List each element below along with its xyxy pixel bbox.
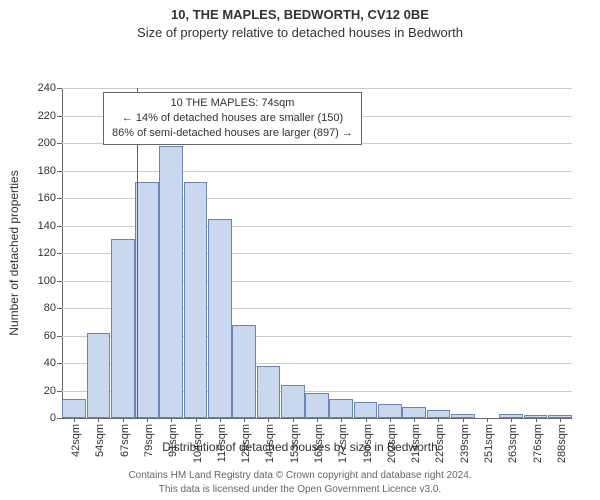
footer-line1: Contains HM Land Registry data © Crown c… [128, 470, 471, 481]
x-axis-title: Distribution of detached houses by size … [0, 440, 600, 454]
x-tick [341, 418, 342, 422]
chart-title-line2: Size of property relative to detached ho… [0, 24, 600, 42]
y-tick-label: 20 [28, 385, 56, 397]
x-tick [74, 418, 75, 422]
histogram-bar [281, 385, 305, 418]
y-tick [57, 418, 62, 419]
y-tick-label: 180 [28, 165, 56, 177]
histogram-bar [427, 410, 451, 418]
annotation-line: 86% of semi-detached houses are larger (… [112, 126, 353, 141]
y-tick [57, 88, 62, 89]
y-tick [57, 308, 62, 309]
histogram-bar [62, 399, 86, 418]
x-tick [511, 418, 512, 422]
annotation-line: 10 THE MAPLES: 74sqm [112, 96, 353, 111]
x-tick [366, 418, 367, 422]
histogram-bar [354, 402, 378, 419]
y-tick-label: 140 [28, 220, 56, 232]
histogram-bar [329, 399, 353, 418]
annotation-box: 10 THE MAPLES: 74sqm← 14% of detached ho… [103, 92, 362, 145]
footer-attribution: Contains HM Land Registry data © Crown c… [0, 469, 600, 496]
y-tick [57, 198, 62, 199]
histogram-bar [159, 146, 183, 418]
y-tick-label: 100 [28, 275, 56, 287]
y-tick [57, 336, 62, 337]
y-tick [57, 171, 62, 172]
y-tick-label: 220 [28, 110, 56, 122]
chart-title-line1: 10, THE MAPLES, BEDWORTH, CV12 0BE [0, 0, 600, 24]
y-tick-label: 160 [28, 192, 56, 204]
x-tick [390, 418, 391, 422]
x-tick [438, 418, 439, 422]
histogram-bar [402, 407, 426, 418]
x-tick [98, 418, 99, 422]
y-tick-label: 240 [28, 82, 56, 94]
x-tick [171, 418, 172, 422]
gridline [62, 88, 572, 89]
x-tick [268, 418, 269, 422]
y-tick-label: 200 [28, 137, 56, 149]
y-tick-label: 40 [28, 357, 56, 369]
footer-line2: This data is licensed under the Open Gov… [159, 484, 441, 495]
x-tick [463, 418, 464, 422]
histogram-bar [184, 182, 208, 419]
y-tick-label: 0 [28, 412, 56, 424]
x-tick [414, 418, 415, 422]
y-tick [57, 363, 62, 364]
y-tick-label: 60 [28, 330, 56, 342]
histogram-bar [87, 333, 111, 418]
x-tick [536, 418, 537, 422]
x-tick [147, 418, 148, 422]
histogram-bar [305, 393, 329, 418]
x-tick [220, 418, 221, 422]
x-tick [123, 418, 124, 422]
y-axis-label: Number of detached properties [7, 170, 21, 335]
histogram-bar [378, 404, 402, 418]
histogram-bar [208, 219, 232, 418]
x-tick [560, 418, 561, 422]
y-tick [57, 391, 62, 392]
x-tick [244, 418, 245, 422]
x-tick [196, 418, 197, 422]
y-tick [57, 143, 62, 144]
histogram-bar [135, 182, 159, 419]
annotation-line: ← 14% of detached houses are smaller (15… [112, 111, 353, 126]
gridline [62, 171, 572, 172]
y-tick-label: 80 [28, 302, 56, 314]
y-tick [57, 253, 62, 254]
x-tick [487, 418, 488, 422]
y-tick-label: 120 [28, 247, 56, 259]
chart-container: Number of detached properties 0 20 40 60 80 10… [0, 42, 600, 446]
y-tick [57, 116, 62, 117]
y-tick [57, 226, 62, 227]
y-tick [57, 281, 62, 282]
histogram-bar [232, 325, 256, 419]
x-tick [293, 418, 294, 422]
x-tick [317, 418, 318, 422]
histogram-bar [111, 239, 135, 418]
histogram-bar [257, 366, 281, 418]
